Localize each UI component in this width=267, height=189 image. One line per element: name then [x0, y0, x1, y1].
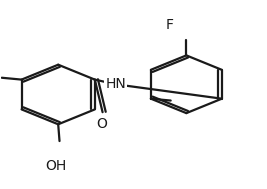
Text: O: O — [96, 117, 107, 131]
Text: OH: OH — [45, 159, 66, 173]
Text: F: F — [165, 18, 173, 32]
Text: HN: HN — [105, 77, 126, 91]
